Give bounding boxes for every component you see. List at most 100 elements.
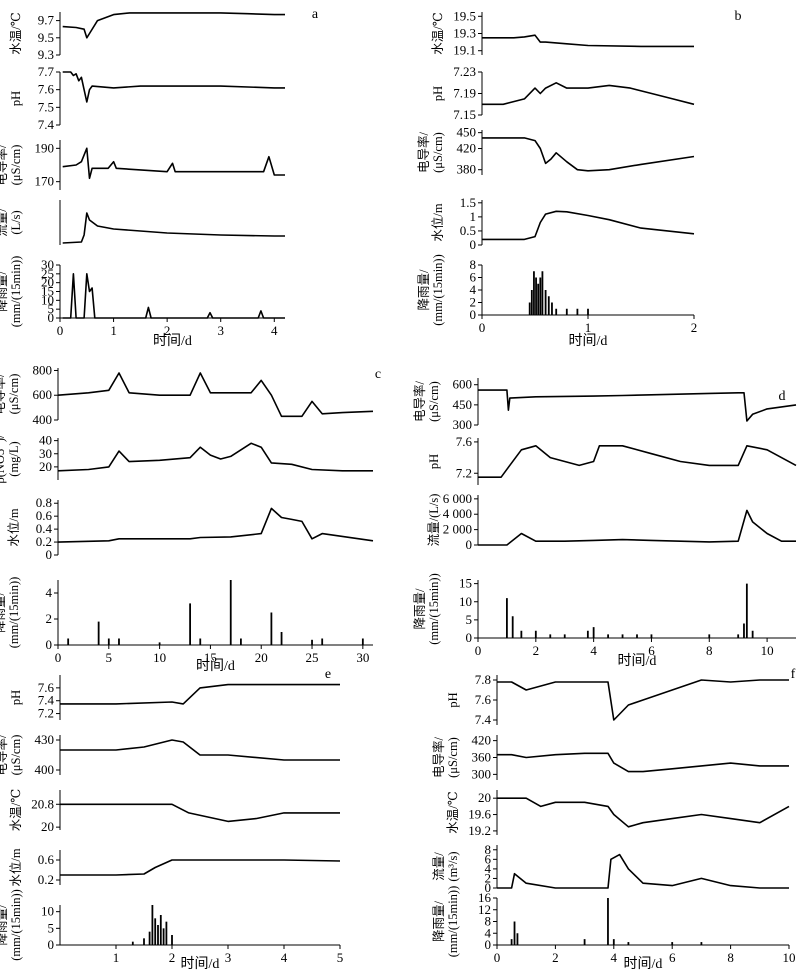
- x-tick-label: 10: [153, 650, 166, 665]
- x-axis-title: 时间/d: [624, 956, 663, 972]
- series-line-ph: [482, 82, 695, 106]
- y-tick-label: 7.8: [475, 672, 491, 687]
- track-level: 0.2 0.6 水位/m: [8, 848, 341, 887]
- series-line-level: [482, 210, 695, 241]
- x-tick-label: 0: [55, 650, 62, 665]
- panel-f: f7.47.67.8pH300360420电导率/(μS/cm)19.219.6…: [431, 667, 796, 972]
- y-axis-title: 水温/℃: [9, 12, 23, 54]
- y-tick-label: 5: [466, 612, 473, 627]
- y-axis-title: 电导率/: [431, 736, 446, 778]
- x-axis-title: 时间/d: [569, 333, 608, 349]
- series-line-temp: [60, 803, 340, 823]
- y-tick-label: 10: [459, 594, 472, 609]
- y-tick-label: 400: [35, 762, 55, 777]
- y-tick-label: 7.19: [453, 86, 476, 101]
- series-line-no3: [57, 442, 373, 472]
- y-tick-label: 5: [48, 920, 55, 935]
- y-axis-title: (m³/s): [446, 851, 460, 881]
- track-rain: 0 510 降雨量/(mm/(15min)): [0, 889, 173, 961]
- y-tick-label: 7.4: [475, 712, 492, 727]
- y-axis-title: (mm/(15min)): [431, 254, 445, 326]
- track-ec: 400 600 800 电导率/(μS/cm): [0, 362, 374, 427]
- x-tick-label: 10: [783, 950, 796, 965]
- track-ec: 300 450 600 电导率/(μS/cm): [412, 377, 797, 432]
- y-tick-label: 7.6: [456, 434, 473, 449]
- y-tick-label: 40: [39, 433, 52, 448]
- series-line-rain: [62, 273, 285, 319]
- y-axis-title: ρ(NO3⁻)/: [0, 434, 7, 483]
- series-line-ec: [478, 389, 797, 422]
- y-tick-label: 6 000: [443, 491, 472, 506]
- series-line-ec: [57, 372, 374, 418]
- y-axis-title: 电导率/: [412, 380, 427, 422]
- series-line-level: [60, 859, 341, 876]
- panel-b: b19.119.319.5水温/℃7.157.197.23pH380420450…: [416, 8, 742, 349]
- y-tick-label: 5: [48, 301, 55, 316]
- track-flow: 流量/(L/s): [0, 200, 285, 245]
- y-axis-title: 降雨量/: [0, 904, 9, 946]
- y-axis-title: (mm/(15min)): [9, 889, 23, 961]
- y-tick-label: 4: [485, 925, 492, 940]
- series-line-temp: [482, 34, 694, 48]
- panel-a: a 9.3 9.5 9.7 水温/℃ 7.4 7.5 7.6 7.7 pH 170 190 电导率/(μ…: [0, 7, 319, 349]
- y-axis-title: 水温/℃: [431, 12, 445, 54]
- panel-letter: d: [779, 389, 786, 404]
- y-tick-label: 360: [472, 750, 492, 765]
- y-tick-label: 2: [470, 295, 477, 310]
- y-axis-title: 水位/m: [6, 508, 21, 546]
- x-tick-label: 4: [281, 950, 288, 965]
- y-axis-title: pH: [9, 91, 23, 106]
- y-tick-label: 12: [478, 902, 491, 917]
- y-tick-label: 4 000: [443, 506, 472, 521]
- y-axis-title: (L/s): [9, 210, 23, 234]
- track-ph: 7.4 7.5 7.6 7.7 pH: [9, 64, 285, 132]
- y-axis-title: (mm/(15min)): [7, 577, 21, 649]
- y-axis-title: (μS/cm): [9, 145, 23, 186]
- x-tick-label: 5: [337, 950, 344, 965]
- panel-letter: c: [375, 367, 381, 382]
- y-axis-title: 流量/: [0, 208, 9, 237]
- x-tick-label: 2: [164, 323, 171, 338]
- series-line-flow: [62, 212, 285, 244]
- x-tick-label: 3: [217, 323, 224, 338]
- y-tick-label: 7.2: [38, 706, 54, 721]
- x-tick-label: 6: [648, 643, 655, 658]
- series-line-ph: [478, 445, 797, 478]
- x-tick-label: 8: [727, 950, 734, 965]
- y-tick-label: 0.8: [36, 495, 52, 510]
- y-tick-label: 2 000: [443, 522, 472, 537]
- y-tick-label: 0: [466, 537, 473, 552]
- y-tick-label: 7.2: [456, 465, 472, 480]
- y-axis-title: 电导率/: [0, 373, 7, 415]
- x-axis-title: 时间/d: [153, 333, 192, 349]
- y-axis-title: (μS/cm): [427, 381, 441, 422]
- y-axis-title: 电导率/: [0, 734, 9, 776]
- y-tick-label: 15: [459, 576, 472, 591]
- track-rain: 0 5 10 15 降雨量/(mm/(15min)): [413, 573, 754, 645]
- y-tick-label: 8: [485, 914, 492, 929]
- x-tick-label: 1: [110, 323, 117, 338]
- y-tick-label: 20: [41, 275, 54, 290]
- y-tick-label: 7.6: [38, 680, 55, 695]
- y-tick-label: 16: [478, 890, 492, 905]
- y-tick-label: 0: [470, 307, 477, 322]
- y-tick-label: 7.4: [38, 693, 55, 708]
- track-rain: 0 2 4 降雨量/(mm/(15min)): [0, 577, 364, 652]
- series-line-ph: [497, 679, 789, 721]
- x-tick-label: 2: [691, 320, 698, 335]
- y-tick-label: 1: [470, 209, 477, 224]
- x-tick-label: 4: [590, 643, 597, 658]
- y-tick-label: 9.5: [38, 30, 54, 45]
- y-tick-label: 430: [35, 732, 55, 747]
- track-level: 00.20.40.60.8 水位/m: [6, 495, 374, 562]
- y-axis-title: pH: [431, 86, 445, 101]
- y-tick-label: 800: [33, 362, 53, 377]
- y-axis-title: 电导率/: [416, 131, 431, 173]
- series-line-ph: [60, 683, 340, 705]
- y-axis-title: (μS/cm): [431, 132, 445, 173]
- x-tick-label: 6: [669, 950, 676, 965]
